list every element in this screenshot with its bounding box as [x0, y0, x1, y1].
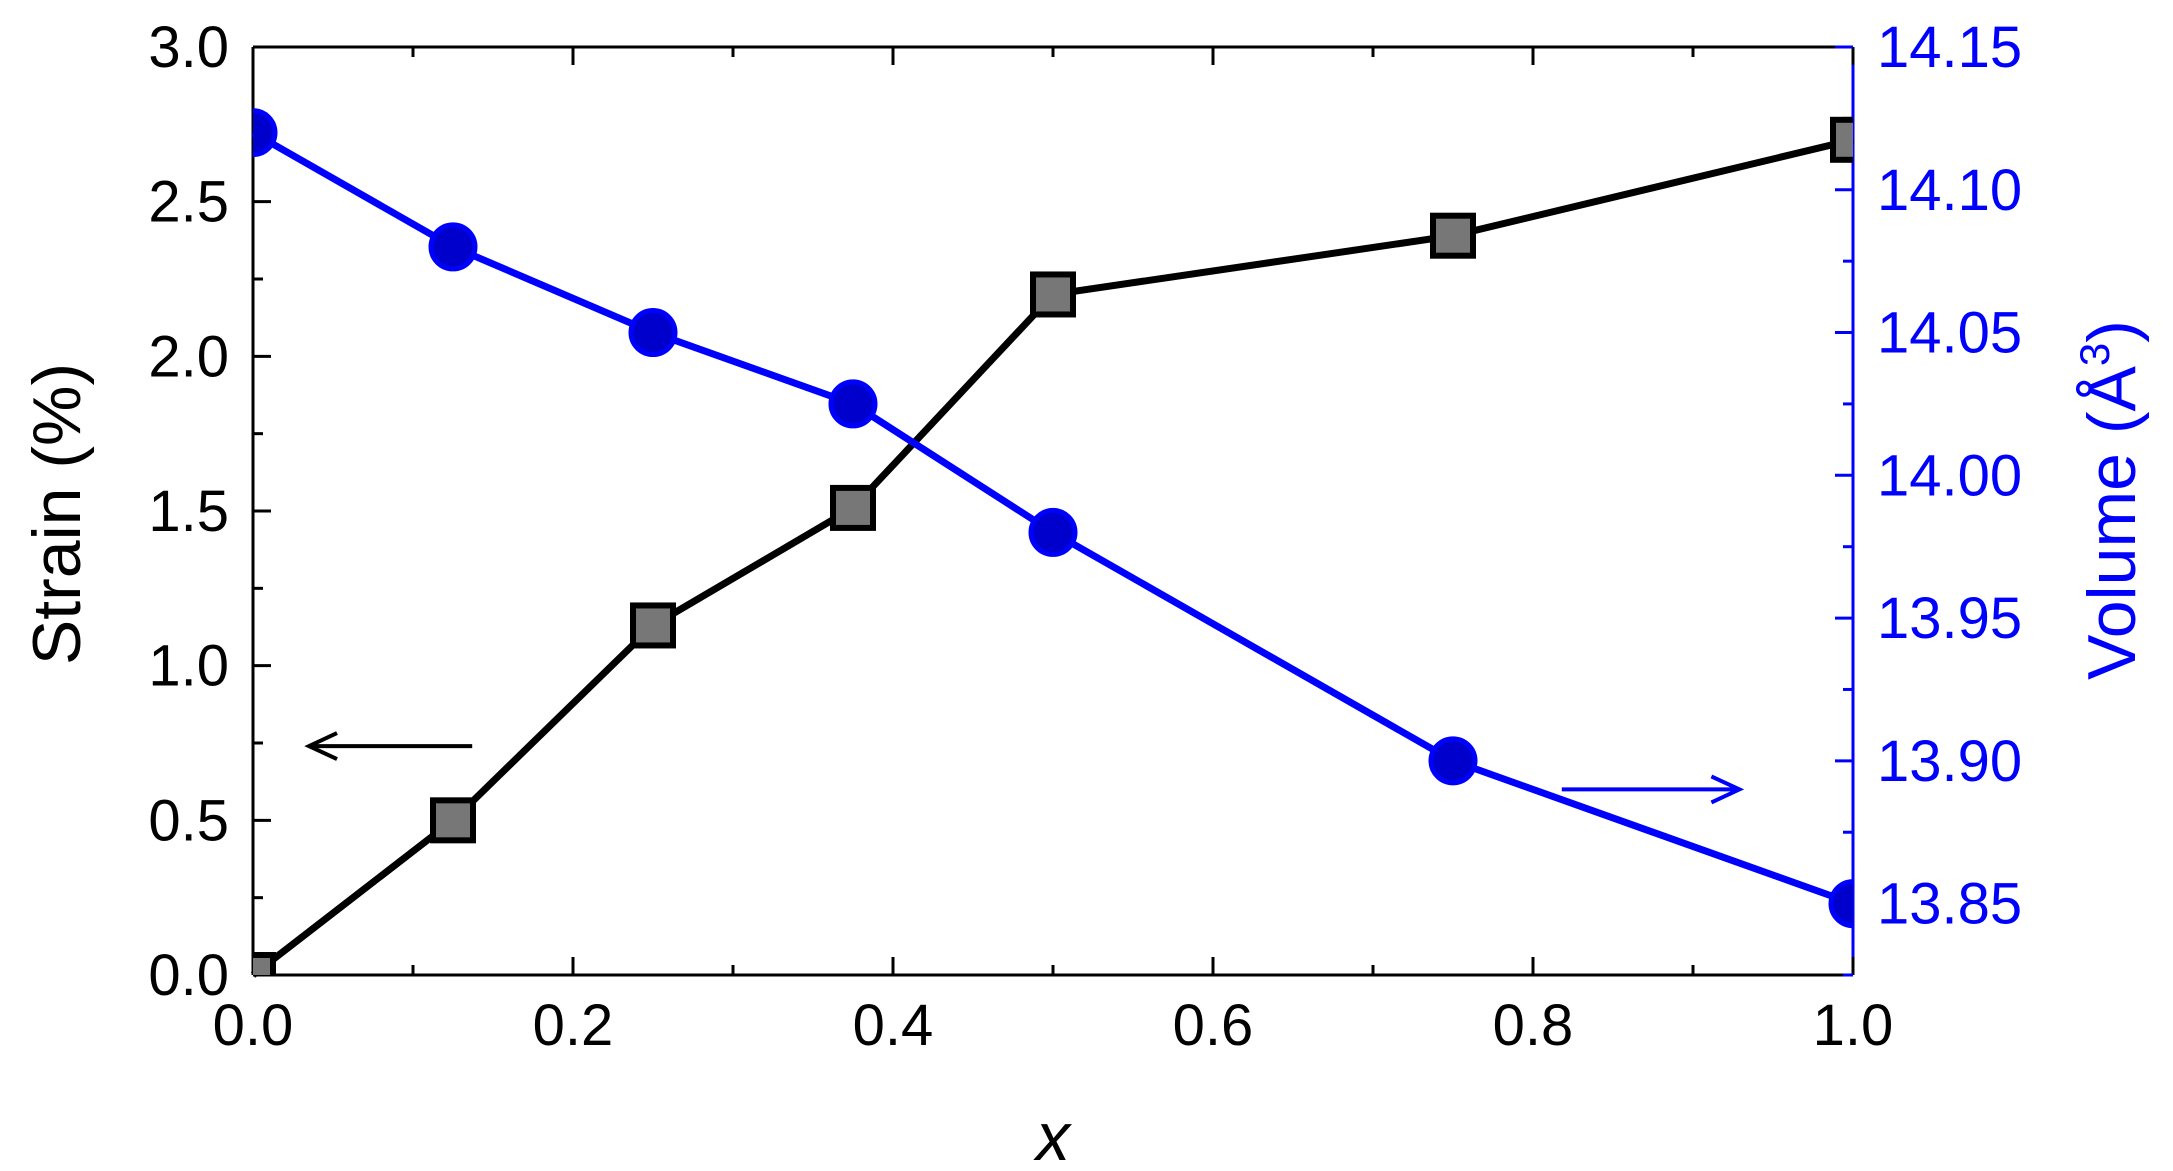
x-tick-label: 0.2 [533, 993, 614, 1058]
y-tick-label: 0.0 [148, 943, 229, 1008]
y-tick-label: 2.5 [148, 170, 229, 235]
annotation-layer [304, 731, 1745, 805]
y2-tick-label: 13.90 [1877, 729, 2022, 794]
series-1-point [628, 308, 678, 358]
series-layer [250, 108, 1855, 978]
y-tick-label: 1.5 [148, 479, 229, 544]
y2-tick-label: 14.10 [1877, 158, 2022, 223]
y2-tick-label: 14.15 [1877, 15, 2022, 80]
series-1-point [253, 108, 278, 158]
y-axis-left: 0.0 0.5 1.0 1.5 2.0 2.5 3.0 [148, 15, 271, 1008]
y2-tick-label: 14.00 [1877, 443, 2022, 508]
right-axis-arrow-head [1710, 774, 1745, 805]
y-tick-label: 3.0 [148, 15, 229, 80]
x-axis-title: x [1033, 1099, 1072, 1171]
x-tick-label: 1.0 [1813, 993, 1894, 1058]
series-1-point [1028, 507, 1078, 557]
right-axis-arrow [1561, 774, 1745, 805]
left-axis-arrow [304, 731, 473, 761]
series-1-point [1428, 736, 1478, 786]
series-0-point [253, 952, 276, 975]
series-0-point [830, 484, 876, 531]
y-tick-label: 0.5 [148, 788, 229, 853]
y-tick-label: 1.0 [148, 634, 229, 699]
series-1-markers [253, 108, 1853, 929]
x-tick-label: 0.6 [1173, 993, 1254, 1058]
series-0-point [1830, 116, 1853, 163]
y2-tick-label: 13.95 [1877, 586, 2022, 651]
series-0-markers [253, 116, 1853, 975]
x-tick-label: 0.0 [213, 993, 294, 1058]
x-axis: 0.0 0.2 0.4 0.6 0.8 1.0 [213, 47, 1894, 1058]
y-tick-label: 2.0 [148, 324, 229, 389]
series-1-point [1828, 879, 1853, 929]
x-tick-label: 0.8 [1493, 993, 1574, 1058]
y-axis-title: Strain (%) [19, 363, 95, 665]
series-0-point [630, 602, 676, 649]
series-1-point [428, 222, 478, 272]
series-1-point [828, 379, 878, 429]
x-tick-label: 0.4 [853, 993, 934, 1058]
y-axis-right: 13.85 13.90 13.95 14.00 14.05 14.10 14.15 [1835, 15, 2022, 977]
y2-tick-label: 14.05 [1877, 301, 2022, 366]
y2-tick-label: 13.85 [1877, 872, 2022, 937]
left-axis-arrow-head [304, 731, 338, 761]
series-0-point [430, 797, 476, 844]
series-0-point [1030, 271, 1076, 318]
y2-axis-title: Volume (Å3) [2071, 320, 2150, 680]
series-0-point [1430, 212, 1476, 259]
